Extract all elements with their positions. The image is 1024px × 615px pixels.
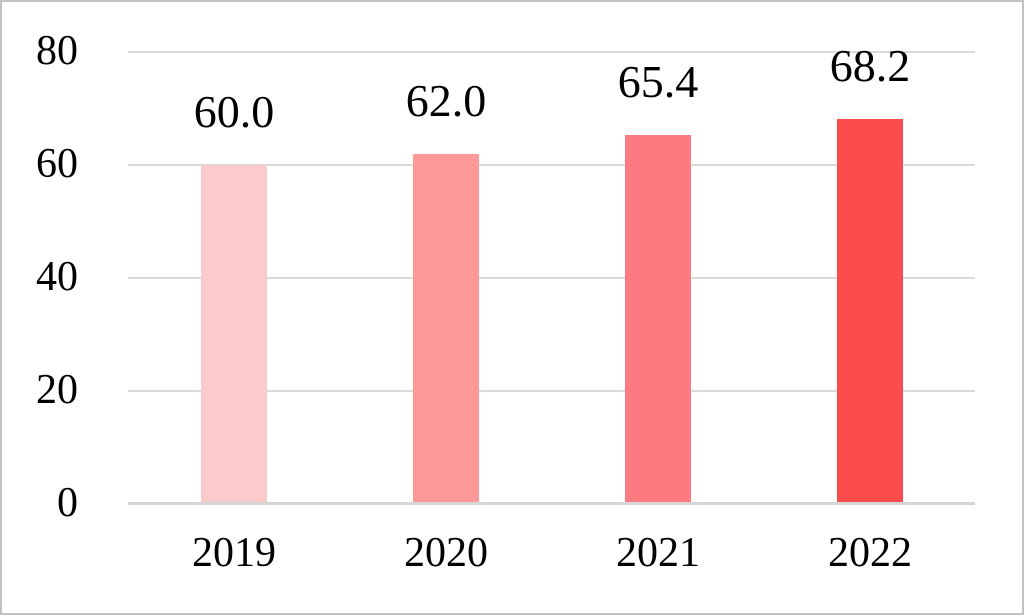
bar-group-2022: 68.2 2022 <box>828 42 912 574</box>
gridline-40 <box>128 277 975 279</box>
x-tick-label-2022: 2022 <box>828 530 912 576</box>
bar-2020 <box>413 153 479 504</box>
gridline-80 <box>128 51 975 53</box>
bar-2019 <box>201 165 267 504</box>
bar-group-2019: 60.0 2019 <box>192 52 276 575</box>
y-tick-label-80: 80 <box>36 28 78 74</box>
plot-area: 60.0 2019 62.0 2020 65.4 2021 68.2 2022 <box>128 42 975 575</box>
bar-2021 <box>625 134 691 504</box>
y-tick-label-0: 0 <box>57 480 78 526</box>
x-tick-label-2020: 2020 <box>404 530 488 576</box>
x-axis-line <box>128 502 975 505</box>
bar-value-label-2021: 65.4 <box>617 55 699 107</box>
bar-group-2021: 65.4 2021 <box>616 52 700 574</box>
y-tick-label-40: 40 <box>36 254 78 300</box>
bar-group-2020: 62.0 2020 <box>404 52 488 574</box>
x-tick-label-2021: 2021 <box>616 530 700 576</box>
y-tick-label-60: 60 <box>36 141 78 187</box>
bar-value-label-2019: 60.0 <box>193 86 275 137</box>
bar-value-label-2020: 62.0 <box>405 74 487 126</box>
x-tick-label-2019: 2019 <box>192 530 276 576</box>
gridline-60 <box>128 164 975 166</box>
bar-2022 <box>837 118 903 504</box>
bar-value-label-2022: 68.2 <box>829 39 911 91</box>
gridline-20 <box>128 390 975 392</box>
y-tick-label-20: 20 <box>36 367 78 413</box>
